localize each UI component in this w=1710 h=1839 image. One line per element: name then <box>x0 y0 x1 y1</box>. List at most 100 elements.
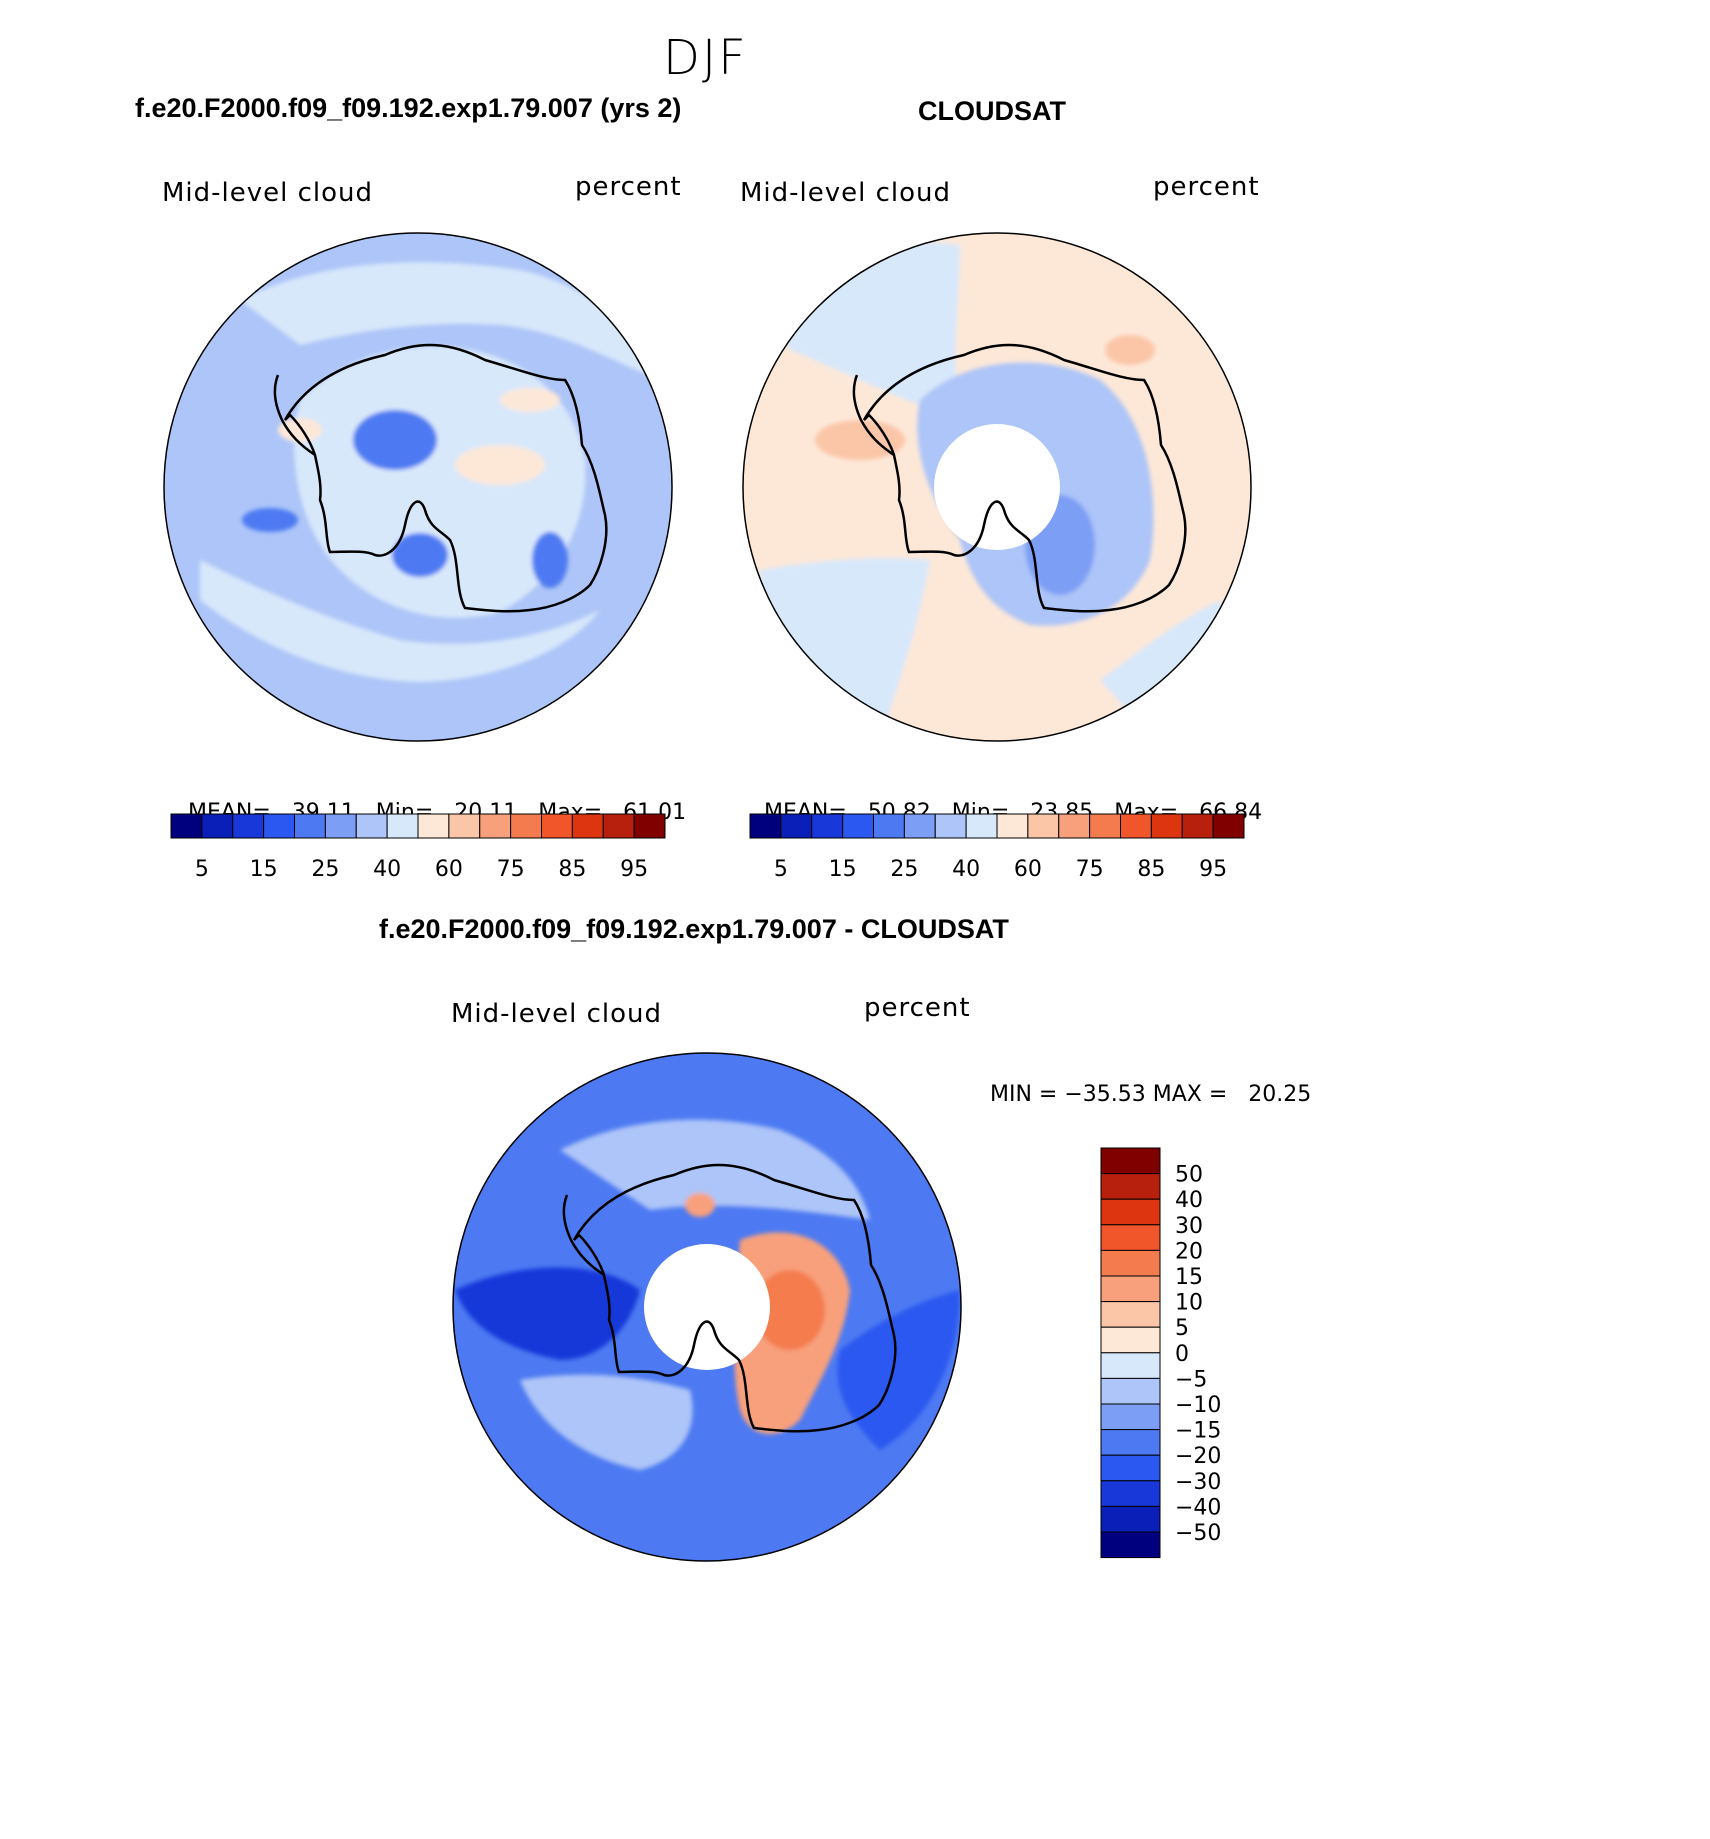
panel1-colorbar-swatch <box>201 813 234 839</box>
panel1-boundary <box>163 232 673 742</box>
panel1-colorbar-tick-label: 60 <box>435 857 463 882</box>
panel3-left-label: Mid-level cloud <box>451 999 663 1029</box>
panel3-colorbar-tick-label: −20 <box>1175 1444 1221 1469</box>
panel3-colorbar-tick-label: −30 <box>1175 1470 1221 1495</box>
panel1-colorbar-swatch <box>417 813 450 839</box>
panel1-colorbar-tick-label: 75 <box>497 857 525 882</box>
panel3-colorbar-tick-label: 40 <box>1175 1188 1203 1213</box>
panel2-colorbar-swatch <box>1027 813 1060 839</box>
panel1-colorbar-tick-label: 95 <box>620 857 648 882</box>
panel1-continent <box>294 346 586 618</box>
panel1-ocean-patch <box>242 508 298 532</box>
panel2-colorbar-tick-label: 15 <box>829 857 857 882</box>
panel3-map <box>452 1052 962 1562</box>
panel3-colorbar-swatch <box>1100 1505 1161 1533</box>
panel2-left-label: Mid-level cloud <box>740 178 952 208</box>
panel2-colorbar-tick-label: 5 <box>774 857 788 882</box>
panel2-sector-south <box>760 558 930 740</box>
panel3-colorbar-swatch <box>1100 1480 1161 1507</box>
panel1-colorbar-swatch <box>324 813 357 839</box>
panel1-colorbar-swatch <box>479 813 512 839</box>
panel1-left-label: Mid-level cloud <box>162 178 374 208</box>
panel1-colorbar-swatch <box>510 813 542 839</box>
panel1-colorbar-swatch <box>448 813 481 839</box>
panel3-colorbar-swatch <box>1100 1531 1161 1559</box>
panel2-colorbar-swatch <box>780 813 813 839</box>
panel1-colorbar-swatch <box>386 813 419 839</box>
panel2-colorbar-swatch <box>842 813 874 839</box>
panel2-colorbar-swatch <box>1150 813 1183 839</box>
panel1-colorbar-tick-label: 85 <box>558 857 586 882</box>
panel2-hot-spot-a <box>1105 335 1155 365</box>
panel3-colorbar-swatch <box>1100 1224 1161 1251</box>
panel3-colorbar-swatch <box>1100 1429 1161 1456</box>
panel2-colorbar-swatch <box>1058 813 1091 839</box>
panel2-colorbar-tick-label: 60 <box>1014 857 1042 882</box>
panel2-colorbar-swatch <box>1181 813 1214 839</box>
panel3-colorbar-swatch <box>1100 1147 1161 1175</box>
panel1-map <box>163 232 673 742</box>
panel1-peninsula-patch <box>278 418 322 442</box>
panel3-colorbar-tick-label: −10 <box>1175 1393 1221 1418</box>
panel2-colorbar-swatch <box>1212 813 1245 839</box>
panel1-title: f.e20.F2000.f09_f09.192.exp1.79.007 (yrs… <box>135 93 682 123</box>
panel1-colorbar-swatch <box>232 813 265 839</box>
panel1-high-patch-b <box>500 388 560 412</box>
panel2-missing-pole <box>934 424 1060 550</box>
panel1-colorbar-swatch <box>602 813 635 839</box>
page-title: DJF <box>663 30 748 86</box>
panel3-colorbar-tick-label: 15 <box>1175 1265 1203 1290</box>
panel3-colorbar-swatch <box>1100 1377 1161 1405</box>
panel1-right-label: percent <box>575 172 682 202</box>
panel1-low-patch-c <box>532 532 568 588</box>
panel3-colorbar-swatch <box>1100 1275 1161 1303</box>
panel3-colorbar-tick-label: 5 <box>1175 1316 1189 1341</box>
panel1-colorbar-swatch <box>294 813 326 839</box>
panel3-colorbar-swatch <box>1100 1173 1161 1200</box>
panel3-weak-band-west <box>520 1374 693 1470</box>
panel1-high-patch-a <box>455 445 545 485</box>
panel3-colorbar-swatch <box>1100 1301 1161 1328</box>
panel3-colorbar-swatch <box>1100 1454 1161 1482</box>
panel2-colorbar-tick-label: 85 <box>1137 857 1165 882</box>
panel1-low-patch-a <box>353 410 437 470</box>
panel3-colorbar-tick-label: −5 <box>1175 1367 1207 1392</box>
panel2-colorbar-swatch <box>996 813 1029 839</box>
panel2-colorbar-swatch <box>749 813 782 839</box>
panel2-colorbar-swatch <box>965 813 998 839</box>
panel2-colorbar-tick-label: 40 <box>952 857 980 882</box>
panel2-colorbar-swatch <box>934 813 967 839</box>
panel2-boundary <box>742 232 1252 742</box>
panel3-colorbar-swatch <box>1100 1403 1161 1431</box>
panel1-colorbar-tick-label: 15 <box>250 857 278 882</box>
panel1-colorbar-tick-label: 25 <box>311 857 339 882</box>
panel3-strong-west <box>455 1267 640 1360</box>
panel2-sector-southeast <box>1100 600 1222 735</box>
panel3-colorbar-tick-label: 0 <box>1175 1342 1189 1367</box>
panel2-colorbar-tick-label: 75 <box>1076 857 1104 882</box>
panel3-field <box>453 1053 961 1561</box>
panel1-colorbar-swatch <box>355 813 388 839</box>
panel1-ocean-band-north <box>240 262 660 380</box>
panel1-colorbar-swatch <box>541 813 573 839</box>
panel2-colorbar: 5 15 25 40 60 75 85 95 <box>749 813 1245 882</box>
panel2-colorbar-swatch <box>903 813 936 839</box>
panel3-positive-peak <box>755 1270 825 1350</box>
panel3-title: f.e20.F2000.f09_f09.192.exp1.79.007 - CL… <box>379 914 1009 944</box>
panel1-colorbar: 5 15 25 40 60 75 85 95 <box>170 813 666 882</box>
panel3-colorbar-tick-label: −15 <box>1175 1419 1221 1444</box>
panel1-colorbar-swatch <box>263 813 295 839</box>
panel3-weak-band-north <box>560 1119 870 1220</box>
panel2-colorbar-swatch <box>873 813 905 839</box>
panel2-map <box>742 232 1252 742</box>
panel1-colorbar-tick-label: 40 <box>373 857 401 882</box>
panel3-positive-small <box>685 1193 715 1217</box>
panel3-colorbar-tick-label: −40 <box>1175 1495 1221 1520</box>
panel2-right-label: percent <box>1153 172 1260 202</box>
panel2-field <box>743 233 1251 741</box>
panel2-title: CLOUDSAT <box>918 96 1066 126</box>
panel1-low-patch-b <box>392 533 448 577</box>
panel2-colorbar-tick-label: 25 <box>890 857 918 882</box>
panel3-colorbar-swatch <box>1100 1326 1161 1354</box>
